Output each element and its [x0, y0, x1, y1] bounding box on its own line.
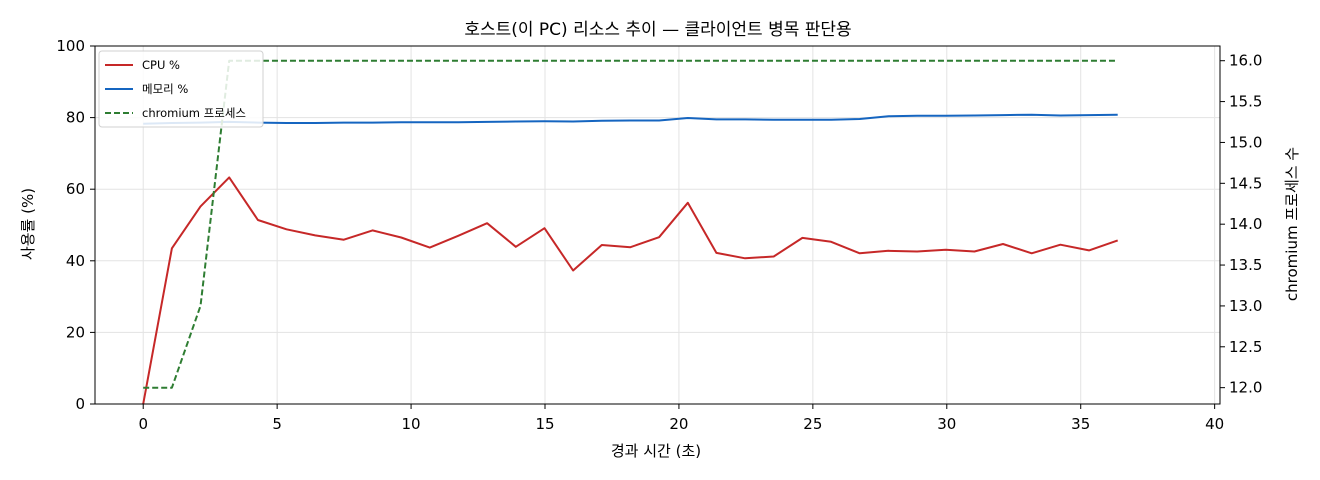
x-tick-label: 35	[1071, 415, 1090, 433]
legend: CPU % 메모리 % chromium 프로세스	[98, 50, 264, 128]
y-tick-label: 60	[66, 180, 85, 198]
x-axis: 0 5 10 15 20 25 30 35 40	[138, 404, 1224, 433]
y-tick-label: 20	[66, 323, 85, 341]
x-tick-label: 40	[1205, 415, 1224, 433]
series-line-1	[143, 113, 1118, 125]
x-tick-label: 30	[937, 415, 956, 433]
legend-label-0: CPU %	[142, 58, 180, 72]
x-tick-label: 5	[272, 415, 282, 433]
legend-box	[98, 50, 264, 128]
y2-tick-label: 13.5	[1229, 256, 1262, 274]
y-axis-right: 12.0 12.5 13.0 13.5 14.0 14.5 15.0 15.5 16.0	[1220, 52, 1262, 397]
y2-tick-label: 14.0	[1229, 215, 1262, 233]
plot-frame	[94, 45, 1221, 405]
y2-tick-label: 15.0	[1229, 133, 1262, 151]
y-axis-left: 0 20 40 60 80 100	[56, 37, 95, 413]
y2-axis-label: chromium 프로세스 수	[1283, 147, 1301, 301]
series-line-0	[142, 176, 1119, 405]
legend-label-1: 메모리 %	[142, 82, 188, 96]
y2-tick-label: 16.0	[1229, 52, 1262, 70]
y2-tick-label: 15.5	[1229, 93, 1262, 111]
y2-tick-label: 12.5	[1229, 338, 1262, 356]
y2-tick-label: 12.0	[1229, 379, 1262, 397]
x-tick-label: 0	[138, 415, 148, 433]
x-axis-label: 경과 시간 (초)	[611, 442, 701, 460]
x-tick-label: 10	[402, 415, 421, 433]
chart-title: 호스트(이 PC) 리소스 추이 — 클라이언트 병목 판단용	[464, 20, 851, 40]
y-tick-label: 0	[75, 395, 85, 413]
y-tick-label: 100	[56, 37, 85, 55]
legend-label-2: chromium 프로세스	[142, 106, 246, 120]
x-tick-label: 15	[535, 415, 554, 433]
y-tick-label: 40	[66, 252, 85, 270]
y2-tick-label: 13.0	[1229, 297, 1262, 315]
x-tick-label: 25	[803, 415, 822, 433]
y-tick-label: 80	[66, 109, 85, 127]
grid-lines	[95, 45, 1220, 405]
y2-tick-label: 14.5	[1229, 174, 1262, 192]
x-tick-label: 20	[669, 415, 688, 433]
series-line-2	[143, 59, 1118, 389]
series-layer	[142, 59, 1119, 405]
y-axis-label: 사용률 (%)	[19, 188, 37, 260]
